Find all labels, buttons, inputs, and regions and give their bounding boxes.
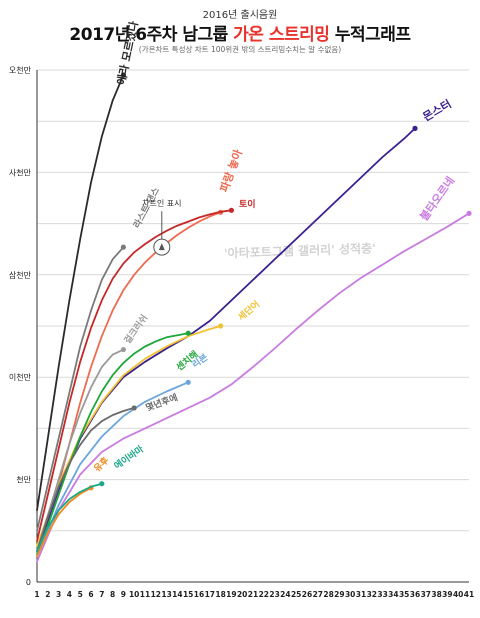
series-label: 에라 모르겠다: [114, 19, 141, 86]
series-line: [36, 74, 125, 512]
x-tick-label: 41: [464, 590, 474, 599]
y-tick-label: 오천만: [9, 65, 32, 75]
x-tick-label: 3: [56, 590, 61, 599]
series-line: [36, 246, 125, 532]
series-endpoint: [412, 125, 418, 131]
x-tick-label: 30: [345, 590, 355, 599]
x-tick-label: 21: [248, 590, 258, 599]
x-tick-label: 23: [269, 590, 279, 599]
x-tick-label: 17: [205, 590, 215, 599]
x-tick-label: 40: [453, 590, 463, 599]
x-tick-label: 12: [151, 590, 161, 599]
y-tick-label: 이천만: [9, 372, 32, 382]
y-tick-label: 사천만: [9, 167, 32, 177]
x-tick-label: 4: [67, 590, 72, 599]
chart-supertitle: 2016년 출시음원: [202, 10, 278, 21]
series-line: [36, 348, 125, 553]
x-tick-label: 38: [431, 590, 441, 599]
watermark: '아타포트그램 갤러리' 성적충': [224, 240, 376, 260]
y-tick-label: 천만: [16, 475, 31, 485]
x-tick-label: 26: [302, 590, 312, 599]
x-tick-label: 10: [129, 590, 139, 599]
x-tick-label: 1: [34, 590, 39, 599]
title-prefix: 2017년 6주차 남그룹: [69, 25, 234, 45]
x-tick-label: 31: [356, 590, 366, 599]
x-tick-label: 9: [121, 590, 126, 599]
x-tick-label: 15: [183, 590, 193, 599]
x-tick-label: 16: [194, 590, 204, 599]
series-line: [36, 209, 233, 542]
series-endpoint: [185, 379, 191, 385]
series-line: [36, 325, 222, 548]
x-tick-label: 36: [410, 590, 420, 599]
series-endpoint: [99, 481, 105, 487]
title-suffix: 누적그래프: [329, 25, 411, 45]
x-tick-label: 7: [99, 590, 104, 599]
x-tick-label: 24: [280, 590, 290, 599]
x-tick-label: 25: [291, 590, 301, 599]
x-tick-label: 35: [399, 590, 409, 599]
series-endpoint: [228, 207, 234, 213]
x-tick-label: 27: [313, 590, 323, 599]
x-tick-label: 37: [421, 590, 431, 599]
x-tick-label: 33: [377, 590, 387, 599]
y-tick-label: 삼천만: [9, 270, 32, 280]
series-label: 불타오르네: [417, 174, 457, 223]
series-label: 몬스터: [420, 96, 453, 123]
series-line: [36, 486, 92, 558]
series-line: [36, 212, 470, 563]
series-label: 토이: [239, 198, 256, 210]
x-tick-label: 22: [259, 590, 269, 599]
x-tick-label: 39: [442, 590, 452, 599]
series-endpoint: [131, 405, 137, 411]
x-tick-label: 13: [161, 590, 171, 599]
x-tick-label: 5: [78, 590, 83, 599]
title-highlight: 가온 스트리밍: [233, 25, 330, 45]
series-label: 걸크러쉬: [121, 312, 150, 346]
x-tick-label: 20: [237, 590, 247, 599]
series-endpoint: [120, 346, 126, 353]
x-tick-label: 28: [323, 590, 333, 599]
series-endpoint: [466, 210, 472, 216]
x-tick-label: 11: [140, 590, 150, 599]
series-label: 에이바마: [112, 443, 147, 472]
series-label: 유후: [91, 454, 112, 475]
chart-note: (가온차트 특성상 차트 100위권 밖의 스트리밍수치는 알 수없음): [138, 45, 342, 54]
series-line: [36, 406, 136, 553]
x-tick-label: 6: [88, 590, 93, 599]
x-tick-label: 29: [334, 590, 344, 599]
series-label: 파랑 놓아: [217, 147, 246, 194]
chart-title: 2017년 6주차 남그룹 가온 스트리밍 누적그래프: [0, 20, 480, 45]
x-tick-label: 32: [367, 590, 377, 599]
x-tick-label: 8: [110, 590, 115, 599]
series-endpoint: [218, 323, 224, 329]
x-tick-label: 18: [215, 590, 225, 599]
series-endpoint: [120, 244, 126, 250]
x-tick-label: 19: [226, 590, 236, 599]
series-line: [36, 482, 103, 553]
series-endpoint: [120, 72, 126, 78]
annotation-triangle: [158, 243, 165, 251]
series-line: [36, 381, 190, 558]
x-tick-label: 34: [388, 590, 398, 599]
x-tick-label: 14: [172, 590, 182, 599]
series-line: [36, 332, 190, 556]
annotation-label: 차트인 표시: [142, 198, 181, 208]
x-tick-label: 2: [45, 590, 50, 599]
y-tick-label: 0: [26, 578, 31, 587]
series-endpoint: [185, 330, 191, 336]
series-label: 세단어: [235, 298, 262, 323]
